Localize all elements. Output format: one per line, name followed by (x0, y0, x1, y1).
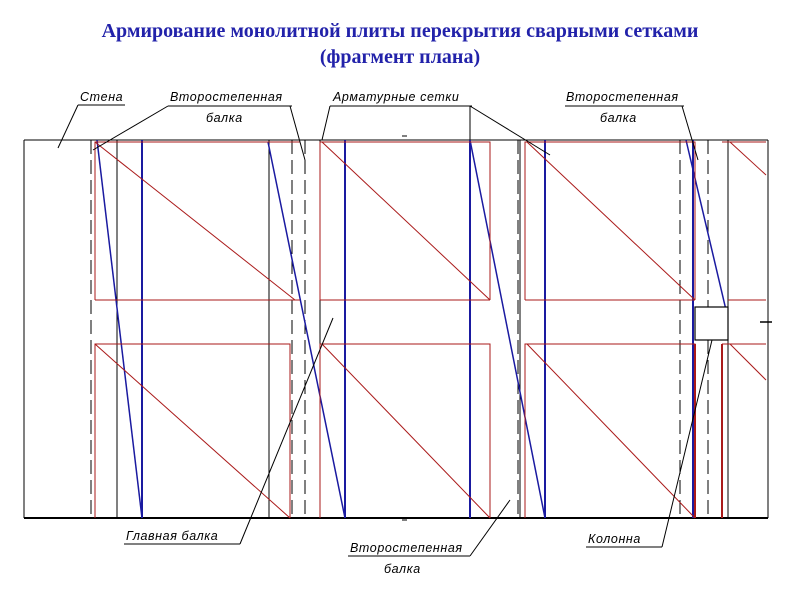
label-column: Колонна (588, 532, 641, 546)
mesh-6 (319, 343, 491, 518)
label-wall: Стена (80, 90, 123, 104)
diagram-title: Армирование монолитной плиты перекрытия … (0, 18, 800, 70)
mesh-5 (94, 343, 291, 518)
slab-outline (23, 139, 772, 519)
label-secondary-beam-1b: балка (206, 111, 243, 125)
main-beams (141, 140, 694, 518)
label-main-beam: Главная балка (126, 529, 218, 543)
title-line-2: (фрагмент плана) (319, 46, 481, 68)
mesh-3 (524, 141, 696, 300)
title-line-1: Армирование монолитной плиты перекрытия … (101, 20, 699, 42)
column (694, 306, 729, 341)
label-secondary-beam-1a: Второстепенная (170, 90, 283, 104)
reinforcement-meshes (94, 141, 767, 519)
label-secondary-beam-3a: Второстепенная (350, 541, 463, 555)
secondary-beam-outlines (90, 140, 709, 518)
main-beam-diagonals (96, 139, 727, 519)
leader-lines (57, 104, 713, 557)
mesh-2 (319, 141, 491, 300)
beam-edges (116, 140, 729, 518)
label-secondary-beam-3b: балка (384, 562, 421, 576)
label-secondary-beam-2a: Второстепенная (566, 90, 679, 104)
label-mesh: Арматурные сетки (332, 90, 459, 104)
label-secondary-beam-2b: балка (600, 111, 637, 125)
